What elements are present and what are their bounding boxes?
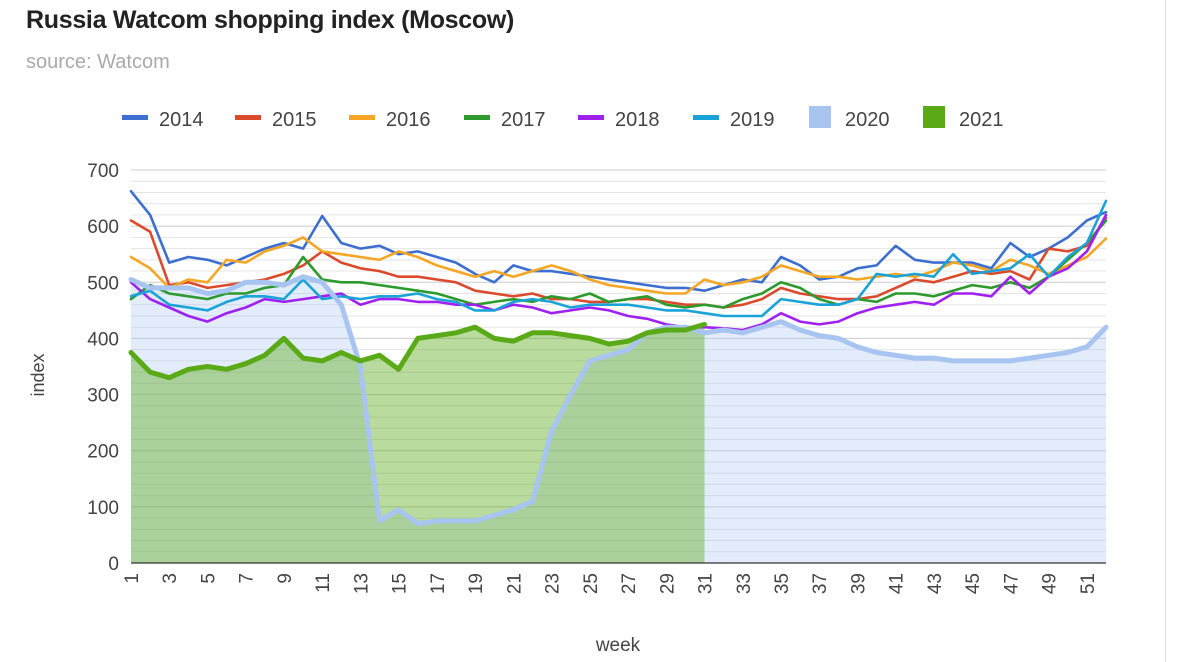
x-tick-label: 37 (810, 573, 831, 594)
legend-swatch (693, 115, 719, 120)
x-tick-label: 51 (1078, 573, 1099, 594)
y-tick-label: 200 (87, 442, 119, 463)
y-tick-label: 600 (87, 217, 119, 238)
series-line-2020 (128, 274, 1109, 527)
y-axis-label: index (28, 353, 48, 396)
series-line-2021 (128, 321, 707, 381)
legend-item-2017: 2017 (464, 109, 546, 131)
series-line-2018 (129, 213, 1108, 332)
x-tick-label: 31 (696, 573, 717, 594)
legend-label: 2016 (386, 109, 431, 131)
x-tick-label: 9 (275, 573, 296, 584)
legend-label: 2018 (615, 109, 660, 131)
x-tick-label: 13 (351, 573, 372, 594)
legend-swatch (578, 115, 604, 120)
legend-label: 2020 (845, 109, 890, 131)
x-tick-label: 47 (1001, 573, 1022, 594)
x-tick-label: 43 (925, 573, 946, 594)
legend-item-2020: 2020 (809, 106, 890, 131)
x-tick-label: 45 (963, 573, 984, 594)
legend-item-2014: 2014 (122, 109, 204, 131)
x-tick-label: 25 (581, 573, 602, 594)
legend-swatch (122, 115, 148, 120)
y-tick-label: 400 (87, 329, 119, 350)
legend-item-2019: 2019 (693, 109, 775, 131)
y-tick-label: 300 (87, 386, 119, 407)
legend: 2014 2015 2016 2017 2018 2019 2020 2021 (122, 106, 1004, 131)
x-tick-label: 15 (390, 573, 411, 594)
y-tick-label: 100 (87, 498, 119, 519)
chart-title: Russia Watcom shopping index (Moscow) (26, 6, 515, 34)
legend-label: 2017 (501, 109, 546, 131)
y-tick-label: 0 (108, 554, 119, 575)
legend-label: 2021 (959, 109, 1004, 131)
x-tick-label: 39 (848, 573, 869, 594)
legend-item-2018: 2018 (578, 109, 660, 131)
line-series (128, 190, 1109, 527)
y-tick-label: 700 (87, 161, 119, 182)
legend-label: 2015 (272, 109, 317, 131)
x-tick-label: 1 (122, 573, 143, 584)
legend-swatch (349, 115, 375, 120)
legend-swatch (923, 106, 945, 128)
legend-label: 2014 (159, 109, 204, 131)
x-tick-label: 33 (734, 573, 755, 594)
series-line-2019 (129, 199, 1108, 318)
area-fill-2021 (131, 324, 705, 563)
x-tick-label: 19 (466, 573, 487, 594)
x-tick-label: 11 (313, 573, 334, 593)
x-tick-label: 27 (619, 573, 640, 594)
x-tick-label: 7 (237, 573, 258, 584)
x-tick-label: 5 (198, 573, 219, 584)
legend-item-2015: 2015 (235, 109, 317, 131)
panel-divider (1165, 0, 1166, 662)
series-line-2017 (129, 219, 1108, 309)
x-tick-label: 21 (504, 573, 525, 594)
x-tick-label: 3 (160, 573, 181, 584)
x-tick-label: 41 (887, 573, 908, 594)
x-axis-label: week (595, 635, 641, 656)
legend-label: 2019 (730, 109, 775, 131)
legend-item-2021: 2021 (923, 106, 1004, 131)
x-tick-label: 49 (1040, 573, 1061, 594)
x-tick-label: 17 (428, 573, 449, 594)
legend-swatch (235, 115, 261, 120)
series-line-2014 (129, 190, 1108, 293)
x-tick-label: 29 (657, 573, 678, 594)
x-tick-label: 23 (543, 573, 564, 594)
legend-swatch (809, 106, 831, 128)
y-tick-label: 500 (87, 273, 119, 294)
legend-item-2016: 2016 (349, 109, 431, 131)
area-series (131, 276, 1106, 563)
chart-subtitle: source: Watcom (26, 51, 170, 73)
legend-swatch (464, 115, 490, 120)
x-tick-label: 35 (772, 573, 793, 594)
